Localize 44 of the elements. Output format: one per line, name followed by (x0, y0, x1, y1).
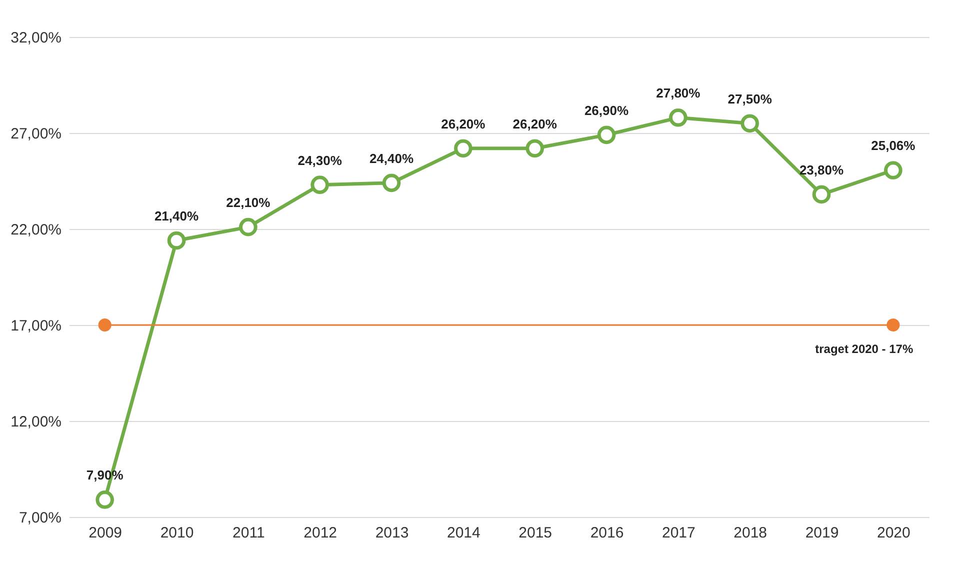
data-label: 24,40% (369, 150, 414, 166)
data-label: 21,40% (154, 208, 199, 224)
data-label: 25,06% (871, 138, 916, 154)
data-label: 26,20% (441, 116, 486, 132)
data-label: 27,50% (728, 91, 772, 106)
x-tick-label: 2015 (518, 524, 552, 542)
point (669, 108, 688, 127)
x-tick-label: 2014 (446, 524, 480, 542)
y-tick-label: 12,00% (10, 414, 62, 430)
y-tick-label: 22,00% (10, 222, 62, 238)
data-label: 23,80% (799, 162, 844, 178)
x-tick-label: 2017 (662, 524, 696, 542)
point (454, 139, 472, 158)
x-tick-label: 2012 (304, 524, 338, 542)
x-tick-label: 2011 (232, 524, 265, 542)
point (96, 490, 114, 509)
point (526, 139, 544, 158)
point (239, 218, 258, 236)
y-tick-label: 27,00% (10, 126, 62, 142)
point (98, 318, 112, 332)
point (886, 318, 900, 332)
point (167, 231, 186, 250)
y-tick-label: 17,00% (10, 318, 62, 334)
point (812, 185, 831, 204)
point (740, 114, 759, 133)
point (884, 161, 902, 180)
y-tick-label: 7,00% (18, 510, 62, 526)
data-label: 22,10% (226, 195, 271, 210)
data-label: 27,80% (656, 86, 701, 101)
x-tick-label: 2019 (805, 524, 839, 542)
x-tick-label: 2013 (375, 524, 409, 542)
data-label: 26,90% (584, 102, 629, 118)
point (310, 176, 329, 194)
x-tick-label: 2009 (88, 524, 122, 542)
y-tick-label: 32,00% (10, 30, 62, 46)
data-label: 26,20% (512, 116, 558, 132)
x-tick-label: 2018 (734, 524, 768, 542)
point (597, 126, 616, 144)
annotation: traget 2020 - 17% (815, 342, 914, 356)
x-tick-label: 2016 (590, 524, 624, 542)
x-tick-label: 2010 (160, 524, 194, 542)
data-label: 24,30% (298, 152, 342, 168)
x-tick-label: 2020 (876, 524, 910, 542)
point (382, 174, 401, 192)
